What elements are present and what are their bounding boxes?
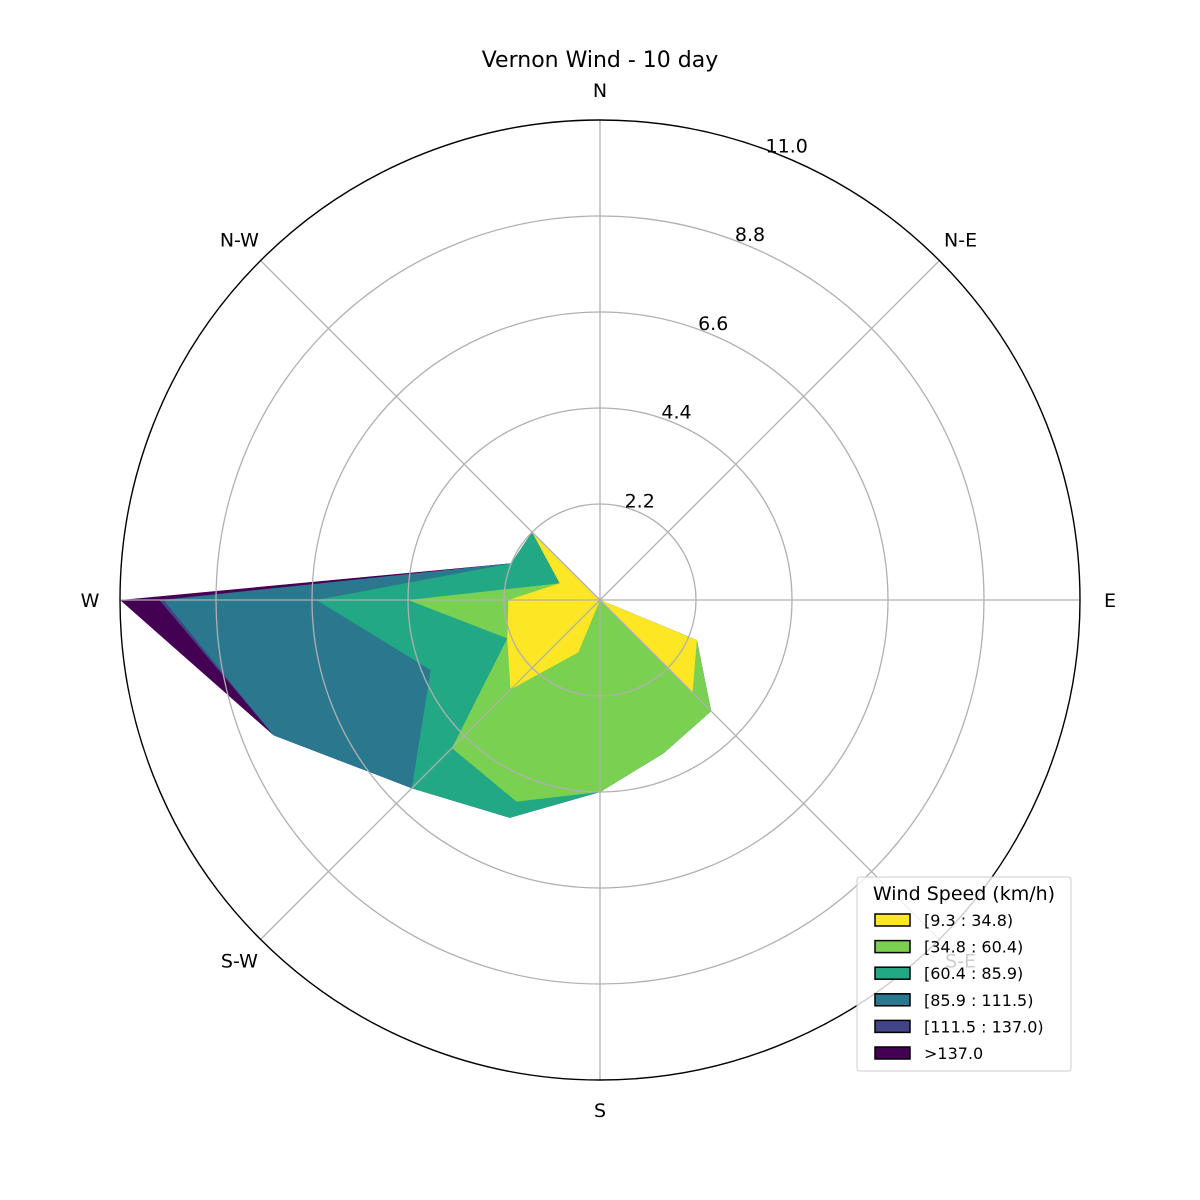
grid-spoke-N-E <box>599 260 940 601</box>
wind-area-series-0 <box>507 532 697 693</box>
direction-label-E: E <box>1104 590 1116 612</box>
legend-swatch <box>874 1019 911 1034</box>
radial-tick-label: 4.4 <box>661 402 691 424</box>
legend-swatch <box>874 993 911 1007</box>
legend-label: [34.8 : 60.4) <box>924 938 1023 957</box>
legend-label: [85.9 : 111.5) <box>924 991 1033 1010</box>
wind-rose-areas <box>120 532 712 818</box>
direction-label-N-E: N-E <box>944 229 977 251</box>
polar-grid <box>119 119 1081 1081</box>
legend-label: >137.0 <box>924 1044 983 1063</box>
legend-swatch <box>874 966 911 980</box>
legend-label: [60.4 : 85.9) <box>924 964 1023 983</box>
legend-label: [111.5 : 137.0) <box>924 1017 1044 1036</box>
outer-frame <box>119 119 1081 1081</box>
axis-labels: NN-EES-ESS-WWN-W2.24.46.68.811.0 <box>81 80 1116 1122</box>
direction-label-W: W <box>81 590 100 612</box>
legend-swatch <box>874 939 911 954</box>
direction-label-S-W: S-W <box>221 951 258 973</box>
direction-label-N: N <box>593 80 607 102</box>
grid-spoke-N-W <box>260 260 601 601</box>
radial-tick-label: 11.0 <box>766 136 808 158</box>
grid-spoke-S-W <box>260 599 601 940</box>
chart-title: Vernon Wind - 10 day <box>482 48 719 73</box>
radial-tick-label: 2.2 <box>625 490 655 512</box>
legend: Wind Speed (km/h) [9.3 : 34.8) [34.8 : 60.… <box>856 876 1072 1072</box>
legend-title: Wind Speed (km/h) <box>873 883 1055 905</box>
radial-tick-label: 8.8 <box>735 224 765 246</box>
legend-label: [9.3 : 34.8) <box>924 911 1013 930</box>
legend-swatch <box>874 1046 911 1060</box>
direction-label-S: S <box>594 1100 606 1122</box>
radial-tick-label: 6.6 <box>698 313 728 335</box>
legend-swatch <box>874 913 911 927</box>
direction-label-N-W: N-W <box>220 229 259 251</box>
